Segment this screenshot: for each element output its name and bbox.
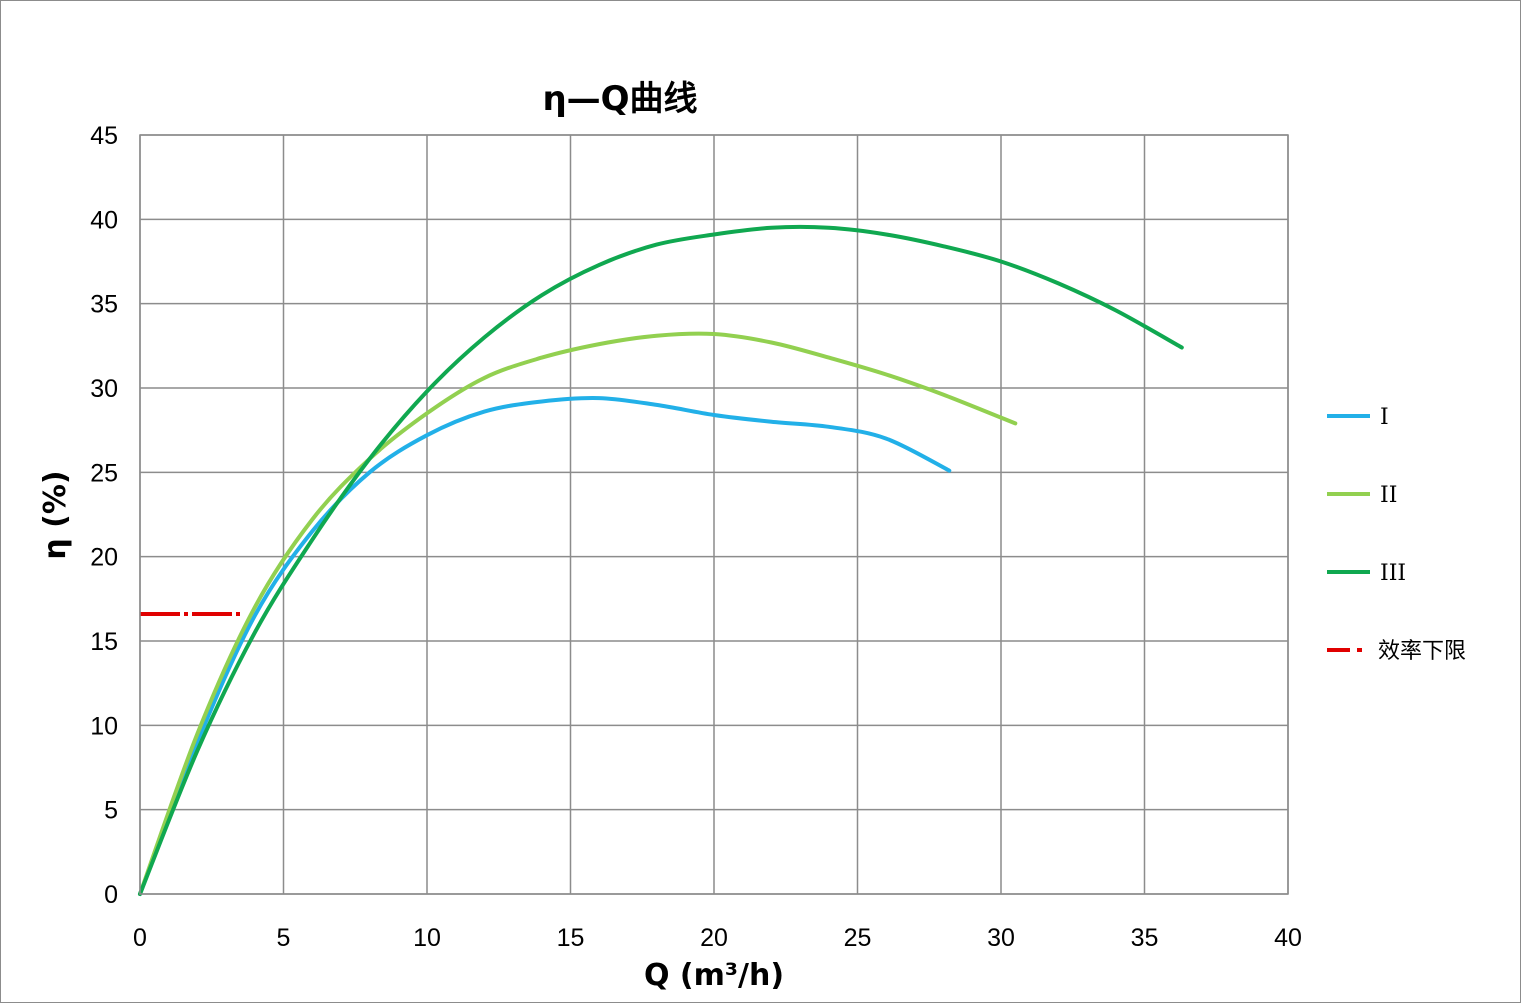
x-tick-label: 35 bbox=[1131, 924, 1159, 952]
x-tick-label: 20 bbox=[700, 924, 728, 952]
x-tick-label: 15 bbox=[557, 924, 585, 952]
chart-title: η—Q曲线 bbox=[542, 79, 697, 119]
x-tick-label: 40 bbox=[1274, 924, 1302, 952]
x-tick-label: 10 bbox=[413, 924, 441, 952]
y-axis-title: η (%) bbox=[38, 470, 73, 559]
x-axis-title: Q (m³/h) bbox=[644, 958, 784, 993]
grid bbox=[139, 134, 1289, 895]
legend-label: II bbox=[1380, 483, 1397, 508]
legend-item-ii: II bbox=[1327, 483, 1397, 508]
legend-item-efficiency-lower-limit: 效率下限 bbox=[1327, 639, 1466, 664]
y-tick-label: 15 bbox=[90, 628, 118, 656]
tick-labels: 0 5 10 15 20 25 30 35 40 0 5 10 15 20 25 30 35 40 45 bbox=[90, 122, 1302, 952]
y-tick-label: 25 bbox=[90, 459, 118, 487]
y-tick-label: 40 bbox=[90, 206, 118, 234]
legend-label: III bbox=[1380, 561, 1406, 586]
y-tick-label: 0 bbox=[104, 881, 118, 909]
y-tick-label: 30 bbox=[90, 375, 118, 403]
legend-label: I bbox=[1380, 405, 1389, 430]
y-tick-label: 10 bbox=[90, 712, 118, 740]
x-tick-label: 25 bbox=[844, 924, 872, 952]
series-line-iii bbox=[138, 224, 1184, 896]
y-tick-label: 35 bbox=[90, 291, 118, 319]
legend-label: 效率下限 bbox=[1378, 639, 1466, 664]
x-tick-label: 5 bbox=[277, 924, 291, 952]
y-tick-label: 20 bbox=[90, 544, 118, 572]
series-lines bbox=[138, 224, 1184, 896]
plot-area-border bbox=[139, 134, 1289, 895]
x-tick-label: 30 bbox=[987, 924, 1015, 952]
series-line-i bbox=[138, 396, 952, 896]
x-tick-label: 0 bbox=[133, 924, 147, 952]
legend-item-i: I bbox=[1327, 405, 1389, 430]
y-tick-label: 5 bbox=[104, 797, 118, 825]
legend-item-iii: III bbox=[1327, 561, 1406, 586]
series-line-ii bbox=[138, 331, 1018, 896]
y-tick-label: 45 bbox=[90, 122, 118, 150]
